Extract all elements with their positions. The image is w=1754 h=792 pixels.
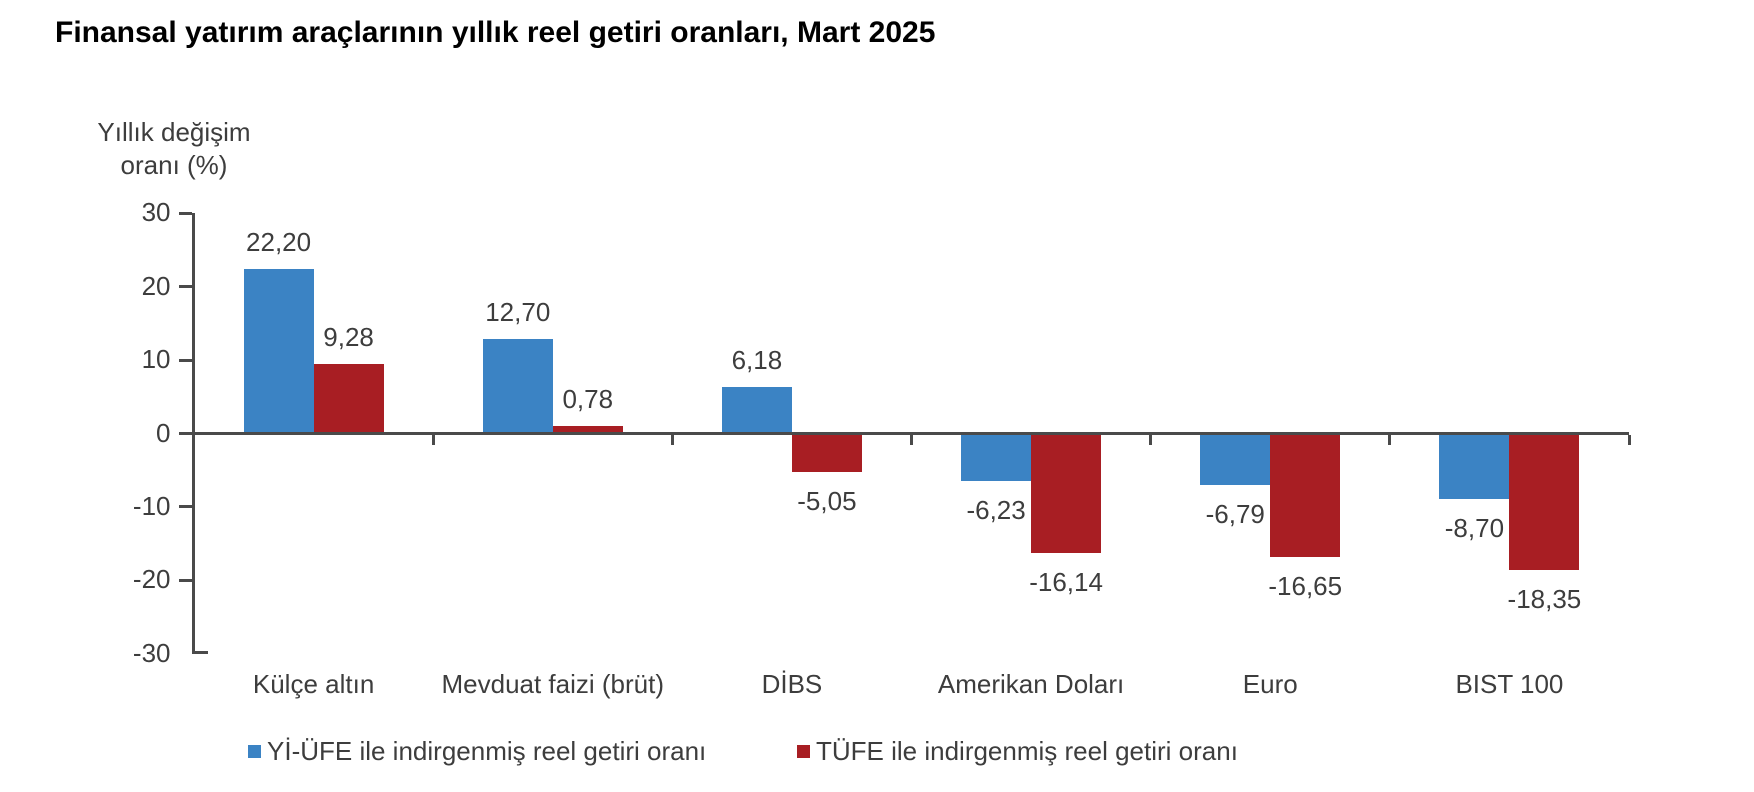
value-label-series1-5: -18,35 <box>1507 583 1582 614</box>
value-label-series1-2: -5,05 <box>797 486 857 517</box>
category-label-2: DİBS <box>761 669 823 699</box>
value-label-series1-1: 0,78 <box>562 384 614 415</box>
ytick-mark-20 <box>178 285 192 289</box>
value-label-series1-4: -16,65 <box>1268 571 1343 602</box>
category-boundary-tick <box>1627 435 1631 445</box>
legend-item-1: TÜFE ile indirgenmiş reel getiri oranı <box>797 735 1238 766</box>
value-label-series0-3: -6,23 <box>966 494 1026 525</box>
bar-series0-1 <box>482 338 553 432</box>
bar-series0-0 <box>243 269 314 432</box>
category-boundary-tick <box>910 435 913 445</box>
y-axis-end-cap <box>194 651 208 654</box>
value-label-series0-4: -6,79 <box>1205 498 1265 529</box>
y-axis-title-line2: oranı (%) <box>120 150 228 180</box>
y-axis-line <box>191 213 195 654</box>
ytick-label--30: -30 <box>132 637 171 668</box>
y-axis-title: Yıllık değişim oranı (%) <box>88 116 260 182</box>
value-label-series0-1: 12,70 <box>485 296 551 327</box>
category-boundary-tick <box>1149 435 1153 445</box>
ytick-mark-30 <box>178 211 192 215</box>
value-label-series0-0: 22,20 <box>246 227 312 258</box>
ytick-label-0: 0 <box>156 417 171 448</box>
value-label-series1-0: 9,28 <box>323 321 374 352</box>
ytick-label-10: 10 <box>141 344 171 375</box>
chart-title: Finansal yatırım araçlarının yıllık reel… <box>55 16 936 49</box>
ytick-label-30: 30 <box>141 197 171 228</box>
bar-series1-5 <box>1509 435 1580 570</box>
bar-series0-4 <box>1200 435 1271 485</box>
ytick-mark--10 <box>178 505 192 509</box>
legend-label-0: Yİ-ÜFE ile indirgenmiş reel getiri oranı <box>267 735 707 766</box>
category-label-4: Euro <box>1242 669 1298 699</box>
category-boundary-tick <box>431 435 435 445</box>
value-label-series0-5: -8,70 <box>1444 512 1505 543</box>
bar-series1-4 <box>1270 435 1341 558</box>
category-boundary-tick <box>670 435 674 445</box>
ytick-mark-10 <box>178 358 192 362</box>
bar-series1-2 <box>791 435 862 473</box>
ytick-label--10: -10 <box>132 490 171 521</box>
bar-series1-3 <box>1031 435 1102 554</box>
ytick-label--20: -20 <box>132 564 171 595</box>
ytick-mark--20 <box>178 578 192 582</box>
category-label-3: Amerikan Doları <box>937 669 1125 699</box>
y-axis-title-line1: Yıllık değişim <box>97 117 251 147</box>
category-boundary-tick <box>1388 435 1392 445</box>
bar-series0-2 <box>721 386 792 432</box>
ytick-label-20: 20 <box>141 270 171 301</box>
bar-series0-5 <box>1439 435 1510 499</box>
category-label-5: BIST 100 <box>1455 669 1564 699</box>
x-axis-line <box>194 432 1629 435</box>
ytick-mark-0 <box>178 432 192 435</box>
legend-swatch-icon <box>248 744 261 758</box>
value-label-series1-3: -16,14 <box>1029 567 1103 598</box>
legend-item-0: Yİ-ÜFE ile indirgenmiş reel getiri oranı <box>248 735 707 766</box>
value-label-series0-2: 6,18 <box>731 344 783 375</box>
legend-swatch-icon <box>797 744 810 758</box>
bar-series1-0 <box>313 363 384 432</box>
bar-series1-1 <box>552 426 623 432</box>
category-label-0: Külçe altın <box>252 669 375 699</box>
bar-series0-3 <box>961 435 1032 481</box>
legend-label-1: TÜFE ile indirgenmiş reel getiri oranı <box>816 735 1238 766</box>
category-label-1: Mevduat faizi (brüt) <box>441 669 665 699</box>
